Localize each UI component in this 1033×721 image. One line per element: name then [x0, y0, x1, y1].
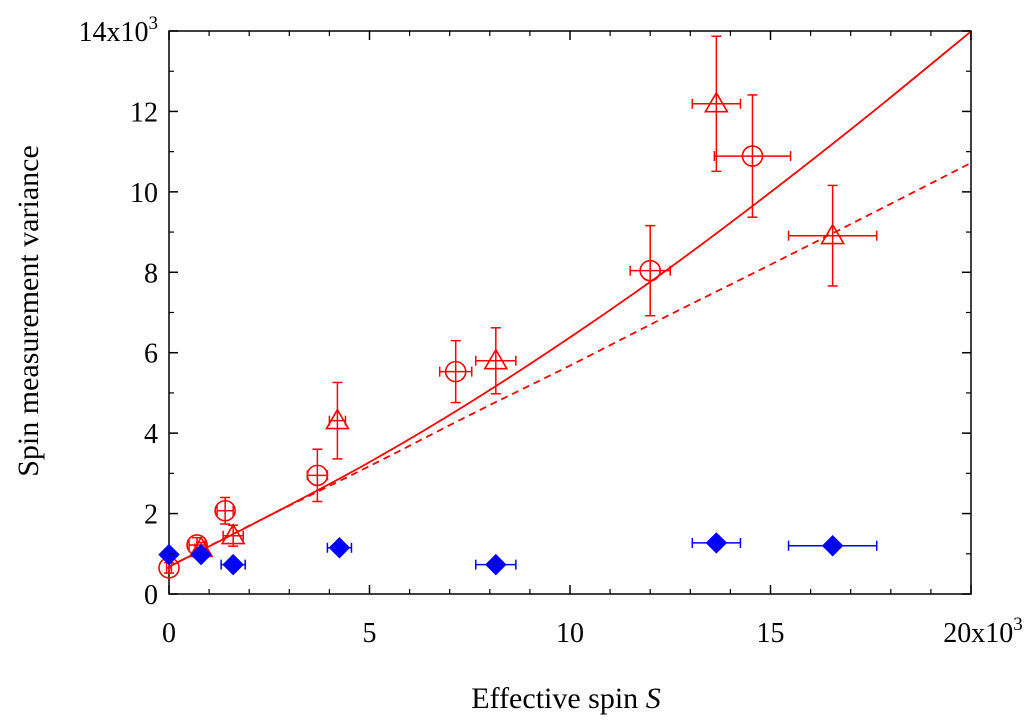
y-tick-label: 8: [144, 258, 158, 289]
circle-data-point: [639, 259, 662, 282]
diamond-data-point: [485, 553, 507, 576]
diamond-data-point: [222, 553, 244, 576]
circle-data-point: [306, 464, 329, 487]
triangle-data-point: [325, 408, 350, 430]
dashed-fit-line: [168, 162, 972, 568]
circle-data-point: [444, 360, 467, 383]
x-tick-label: 20x103: [943, 614, 1023, 649]
markers-group: [158, 91, 846, 579]
y-tick-label: 12: [130, 97, 158, 128]
ticks-group: [168, 30, 972, 595]
x-axis-title-text: Effective spin: [471, 682, 638, 715]
diamond-data-point: [821, 535, 844, 557]
tick-labels-group: 0 5 10 15 20x103 0 2 4 6 8 10 12 14x103: [79, 13, 1023, 649]
y-tick-label: 14x103: [79, 13, 159, 48]
y-axis-title: Spin measurement variance: [12, 145, 45, 477]
diamond-data-point: [190, 543, 212, 566]
diamond-data-point: [158, 543, 180, 566]
x-axis-title-symbol: S: [646, 682, 661, 715]
x-tick-label: 5: [363, 618, 377, 649]
triangle-data-point: [820, 223, 846, 245]
diamond-data-point: [705, 532, 728, 554]
triangle-data-point: [220, 523, 246, 545]
x-tick-label: 0: [162, 618, 176, 649]
fit-lines-group: [168, 30, 972, 568]
circle-data-point: [214, 499, 236, 522]
circle-data-point: [741, 145, 764, 167]
y-tick-label: 0: [144, 580, 158, 611]
y-tick-label: 6: [144, 339, 158, 370]
triangle-data-point: [703, 91, 729, 113]
y-tick-label: 10: [130, 178, 158, 209]
triangle-data-point: [483, 348, 509, 370]
x-axis-title: Effective spin S: [471, 682, 660, 715]
solid-fit-line: [168, 30, 972, 568]
y-tick-label: 2: [144, 500, 158, 531]
diamond-data-point: [328, 537, 351, 559]
x-tick-label: 15: [757, 618, 785, 649]
y-tick-label: 4: [144, 419, 158, 450]
x-tick-label: 10: [556, 618, 584, 649]
